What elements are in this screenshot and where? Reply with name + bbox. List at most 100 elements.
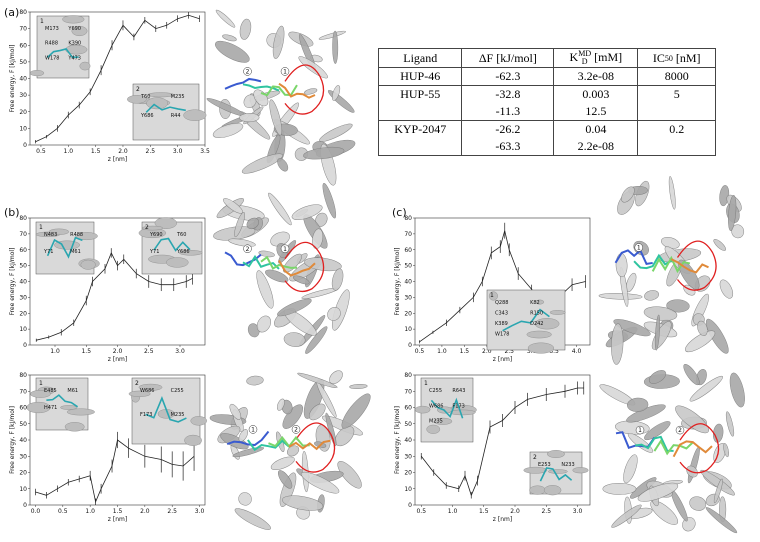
inset-ribbon — [29, 70, 45, 77]
protein-ribbon — [283, 332, 306, 347]
protein-ribbon — [615, 253, 628, 278]
inset-number: 2 — [136, 86, 140, 93]
y-axis-label: Free energy, F [kJ/mol] — [9, 248, 16, 316]
protein-ribbon — [684, 330, 716, 353]
inset-ribbon — [572, 467, 589, 474]
residue-label: M235 — [171, 412, 185, 418]
residue-label: M235 — [171, 94, 185, 100]
residue-label: M235 — [429, 419, 443, 425]
residue-label: K82 — [530, 300, 540, 306]
y-tick-label: 20 — [19, 470, 27, 477]
table-row: -63.3 2.2e-08 — [377, 138, 716, 157]
residue-label: M173 — [45, 26, 59, 32]
protein-ribbon — [611, 504, 642, 528]
residue-label: R488 — [45, 41, 58, 47]
inset-ribbon — [527, 342, 554, 354]
y-tick-label: 70 — [404, 231, 412, 238]
inset-ribbon — [414, 405, 431, 414]
x-tick-label: 1.5 — [479, 508, 489, 515]
inset-ribbon — [523, 466, 548, 474]
site-label: 1 — [637, 245, 641, 252]
protein-ribbon — [297, 372, 338, 389]
inset-ligand — [46, 394, 79, 408]
protein-ribbon — [719, 279, 734, 299]
protein-ribbon — [648, 370, 667, 384]
residue-label: W686 — [140, 388, 155, 394]
y-tick-label: 80 — [19, 9, 27, 16]
protein-ribbon — [613, 319, 651, 337]
protein-ribbon — [675, 405, 710, 434]
table-cell: 0.04 — [553, 120, 639, 139]
residue-label: R44 — [171, 113, 181, 119]
ligand-pose — [278, 82, 316, 99]
x-tick-label: 1.0 — [437, 348, 447, 355]
protein-ribbon — [332, 30, 339, 64]
x-tick-label: 3.0 — [195, 508, 205, 515]
inset-ribbon — [547, 469, 568, 474]
inset-ribbon — [190, 416, 207, 426]
ligand-pose — [633, 253, 672, 270]
x-tick-label: 3.0 — [573, 508, 583, 515]
site-label: 1 — [283, 246, 287, 253]
table-cell: HUP-55 — [377, 85, 463, 104]
inset-ligand — [153, 237, 191, 252]
site-label: 1 — [283, 68, 287, 75]
site-marker — [291, 425, 301, 434]
y-tick-label: 40 — [19, 76, 27, 83]
inset-ligand — [430, 397, 464, 419]
x-tick-label: 3.5 — [200, 148, 210, 155]
residue-label: Y690 — [149, 232, 163, 238]
y-tick-label: 70 — [19, 26, 27, 33]
protein-ribbon — [644, 421, 671, 441]
protein-ribbon — [341, 393, 371, 429]
header-unit: [nM] — [672, 50, 701, 65]
x-axis-label: z [nm] — [108, 356, 127, 363]
table-cell: -32.8 — [461, 85, 555, 104]
inset-ribbon — [183, 109, 207, 121]
inset-ribbon — [75, 232, 98, 241]
ligand-pose — [278, 259, 316, 277]
protein-ribbon — [654, 314, 661, 351]
free-energy-line — [35, 14, 200, 143]
loop — [284, 64, 325, 115]
residue-label: Y686 — [140, 113, 154, 119]
panel-label: (a) — [4, 6, 19, 19]
protein-ribbon — [728, 194, 737, 232]
inset-number: 2 — [135, 380, 139, 387]
protein-ribbon — [308, 403, 326, 421]
x-axis-label: z [nm] — [493, 516, 512, 523]
residue-label: C255 — [429, 388, 442, 394]
inset-ribbon — [426, 424, 441, 434]
y-tick-label: 10 — [19, 125, 27, 132]
table-row: -11.3 12.5 — [377, 103, 716, 121]
inset-number: 1 — [40, 18, 44, 25]
protein-ribbon — [349, 384, 368, 389]
protein-ribbon — [246, 375, 264, 386]
header-cell: Ligand — [377, 47, 463, 69]
x-tick-label: 2.5 — [144, 348, 154, 355]
inset-ribbon — [60, 405, 78, 410]
free-energy-line — [420, 387, 584, 497]
x-tick-label: 2.0 — [118, 148, 128, 155]
table-cell: 12.5 — [553, 103, 639, 121]
y-tick-label: 0 — [23, 502, 27, 509]
y-axis-label: Free energy, F [kJ/mol] — [394, 248, 401, 316]
protein-ribbon — [713, 238, 727, 251]
x-tick-label: 0.5 — [58, 508, 68, 515]
y-tick-label: 20 — [404, 470, 412, 477]
protein-ribbon — [276, 398, 285, 411]
site-label: 2 — [294, 426, 298, 433]
protein-ribbon — [331, 85, 341, 101]
loop — [676, 240, 717, 291]
protein-ribbon — [277, 298, 312, 317]
ligand-pose — [268, 435, 310, 448]
table-row: KYP-2047 -26.2 0.04 0.2 — [377, 120, 716, 139]
protein-ribbon — [331, 268, 344, 291]
y-tick-label: 80 — [404, 215, 412, 222]
x-tick-label: 0.5 — [415, 348, 425, 355]
ligand-pose — [224, 251, 262, 267]
y-tick-label: 30 — [404, 453, 412, 460]
x-tick-label: 0.0 — [31, 508, 41, 515]
protein-ribbon — [269, 99, 283, 136]
